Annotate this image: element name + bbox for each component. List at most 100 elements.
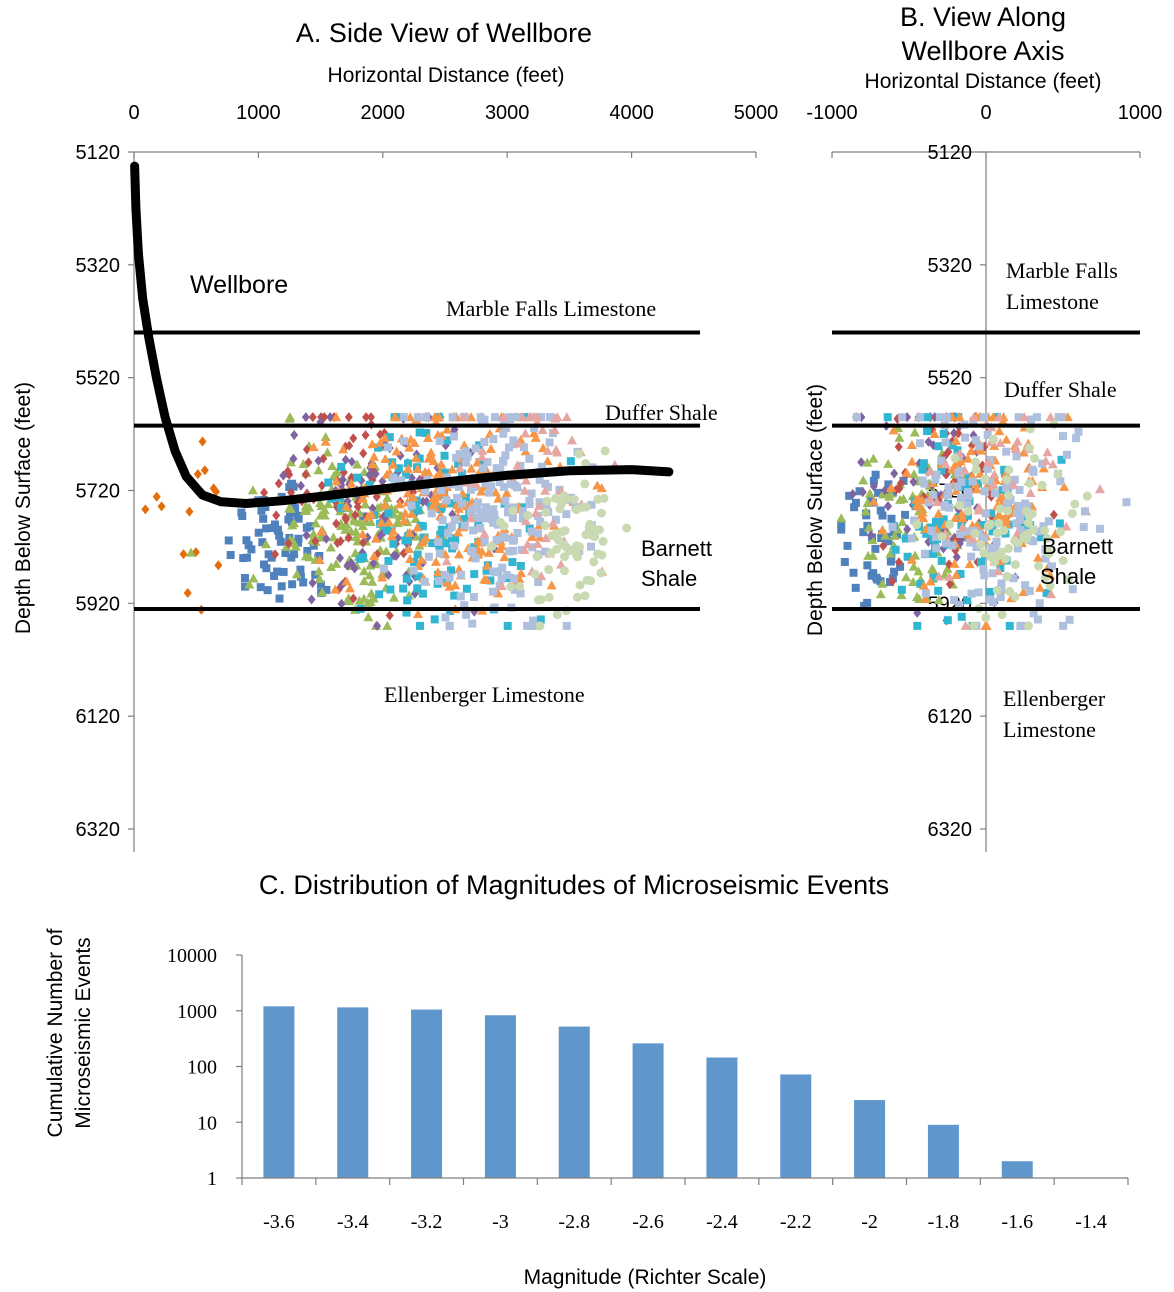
panel-a-event-marker <box>403 463 414 473</box>
panel-a-event-marker <box>598 536 608 546</box>
panel-b-event-marker <box>901 467 912 477</box>
panel-a-event-marker <box>416 621 425 630</box>
panel-b-event-marker <box>925 493 936 503</box>
panel-a-event-marker <box>193 469 202 480</box>
panel-b-event-marker <box>956 467 965 476</box>
panel-b-event-marker <box>901 534 910 543</box>
panel-a-event-marker <box>259 514 268 523</box>
panel-a-event-marker <box>545 438 554 447</box>
panel-a-event-marker <box>489 505 498 514</box>
panel-a-event-marker <box>452 453 461 462</box>
panel-b-event-marker <box>1096 524 1105 533</box>
panel-b-event-marker <box>1009 574 1018 583</box>
panel-b-event-marker <box>949 428 958 439</box>
panel-a-event-marker <box>536 571 547 581</box>
panel-b-event-marker <box>1029 537 1038 546</box>
panel-a-event-marker <box>322 585 331 594</box>
panel-c-x-tick-label: -1.4 <box>1075 1211 1107 1233</box>
panel-a-event-marker <box>279 567 288 576</box>
panel-a-event-marker <box>489 435 498 444</box>
panel-b-event-marker <box>868 453 879 463</box>
panel-b-event-marker <box>1059 621 1068 630</box>
panel-a-event-marker <box>436 486 445 495</box>
panel-b-event-marker <box>971 457 981 467</box>
panel-a-x-tick-label: 5000 <box>734 102 779 124</box>
panel-a-event-marker <box>540 485 551 495</box>
panel-c-x-tick-label: -3.6 <box>263 1211 295 1233</box>
panel-b-event-marker <box>933 508 944 518</box>
panel-b-event-marker <box>912 591 923 601</box>
panel-a-event-marker <box>387 459 398 469</box>
panel-b-event-marker <box>1041 554 1050 563</box>
panel-a-event-marker <box>574 449 584 459</box>
panel-b-event-marker <box>955 501 965 511</box>
panel-a-event-marker <box>460 601 469 610</box>
panel-b-event-marker <box>887 553 896 562</box>
panel-a-event-marker <box>258 538 267 547</box>
panel-b-event-marker <box>869 476 878 485</box>
panel-b-event-marker <box>908 561 919 571</box>
panel-a-event-marker <box>399 437 408 446</box>
panel-a-event-marker <box>506 480 515 489</box>
panel-b-event-marker <box>997 610 1007 620</box>
panel-b-event-marker <box>929 428 940 438</box>
panel-a-event-marker <box>536 615 545 624</box>
panel-c-x-tick-label: -1.6 <box>1001 1211 1033 1233</box>
panel-a-event-marker <box>380 454 391 464</box>
panel-a-event-marker <box>498 563 507 572</box>
panel-a-y-tick-label: 5720 <box>76 481 121 503</box>
panel-a-y-axis: 5120 5320 5520 5720 5920 6120 6320 <box>76 142 135 852</box>
panel-b-event-marker <box>981 620 992 630</box>
panel-a-event-marker <box>596 568 606 578</box>
panel-a-event-marker <box>444 529 453 538</box>
panel-a-event-marker <box>349 593 358 604</box>
panel-b-event-marker <box>920 549 929 558</box>
panel-a-event-marker <box>404 543 415 553</box>
panel-a-event-marker <box>402 574 411 583</box>
panel-b-event-marker <box>1032 552 1043 562</box>
panel-a-event-marker <box>368 503 377 514</box>
panel-c-bar <box>927 1124 959 1178</box>
panel-a-event-marker <box>480 513 489 522</box>
panel-a-event-marker <box>357 529 368 539</box>
panel-a-event-marker <box>359 448 368 459</box>
panel-b-axis-view: B. View Along Wellbore Axis Horizontal D… <box>804 2 1162 852</box>
panel-c-bar <box>780 1074 812 1178</box>
panel-a-event-marker <box>460 521 469 530</box>
panel-b-event-marker <box>929 491 938 500</box>
panel-a-event-marker <box>481 479 490 488</box>
panel-b-event-marker <box>995 438 1006 448</box>
panel-a-event-marker <box>281 549 290 558</box>
panel-b-event-marker <box>957 496 966 505</box>
panel-b-event-marker <box>931 532 940 541</box>
panel-a-event-marker <box>365 480 374 489</box>
panel-c-bars <box>263 1006 1033 1178</box>
panel-a-event-marker <box>530 432 541 442</box>
panel-b-event-marker <box>896 562 905 571</box>
panel-b-event-marker <box>931 475 940 484</box>
panel-a-event-marker <box>409 506 418 515</box>
panel-a-event-marker <box>573 552 583 562</box>
wellbore-label: Wellbore <box>190 271 288 299</box>
panel-a-event-marker <box>532 412 543 422</box>
panel-a-event-marker <box>361 430 370 441</box>
panel-b-event-marker <box>863 522 874 532</box>
panel-a-event-marker <box>410 514 421 524</box>
panel-b-event-marker <box>1044 548 1054 558</box>
panel-a-event-marker <box>561 542 571 552</box>
panel-b-x-ticks: -1000 0 1000 <box>806 102 1162 158</box>
panel-a-x-axis-label: Horizontal Distance (feet) <box>328 64 565 87</box>
panel-a-event-marker <box>421 487 430 496</box>
panel-a-event-marker <box>434 467 445 477</box>
panel-b-event-marker <box>988 434 998 444</box>
panel-b-event-marker <box>932 544 941 553</box>
panel-b-event-marker <box>968 412 979 422</box>
panel-a-event-marker <box>532 552 542 562</box>
panel-a-event-marker <box>244 541 253 550</box>
panel-a-event-marker <box>496 541 507 551</box>
panel-a-event-marker <box>556 559 567 569</box>
panel-b-event-marker <box>1023 518 1033 528</box>
panel-b-event-marker <box>983 430 992 439</box>
panel-b-event-marker <box>1038 463 1049 473</box>
panel-b-event-marker <box>1045 412 1056 422</box>
